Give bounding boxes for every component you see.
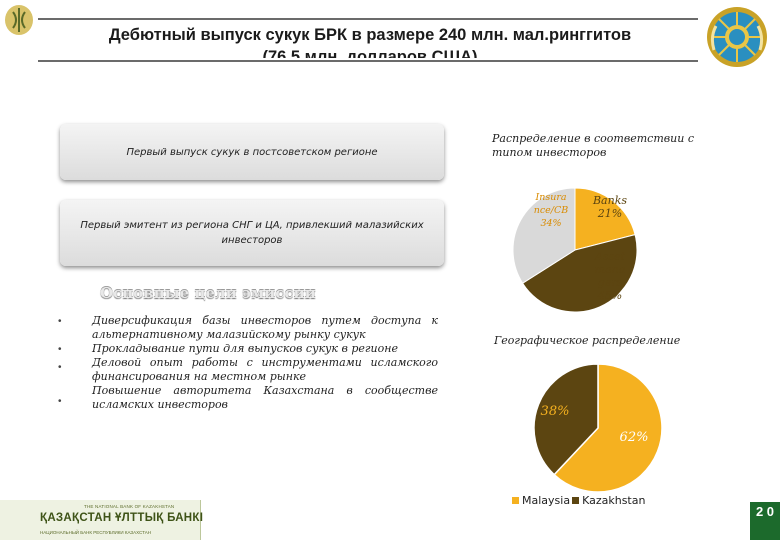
callout-first-issue: Первый выпуск сукук в постсоветском реги…	[60, 124, 444, 180]
pie-slice-asset-managers	[521, 233, 638, 313]
goal-item: Повышение авторитета Казахстана в сообще…	[92, 384, 438, 411]
callout-first-issuer-text: Первый эмитент из региона СНГ и ЦА, прив…	[80, 220, 424, 246]
pie-label-insurance-cb: nce/CB	[534, 205, 569, 216]
bank-name-russian: НАЦИОНАЛЬНЫЙ БАНК РЕСПУБЛИКИ КАЗАХСТАН	[40, 530, 151, 535]
legend-label-kazakhstan: Kazakhstan	[582, 494, 646, 507]
pie-slice-malaysia	[533, 363, 599, 476]
callout-first-issuer: Первый эмитент из региона СНГ и ЦА, прив…	[60, 200, 444, 266]
bullet-icon: •	[58, 362, 62, 373]
goals-heading: Основные цели эмиссии	[100, 284, 316, 302]
investor-chart-caption-line-1: Распределение в соответствии с	[492, 132, 694, 145]
wheat-emblem-icon	[5, 5, 33, 35]
investor-chart-caption: Распределение в соответствии с типом инв…	[492, 132, 694, 160]
pie-label-asset-managers: 45%	[597, 289, 622, 302]
pie-slice-banks	[574, 187, 636, 251]
national-bank-logo	[0, 500, 201, 540]
bullet-icon: •	[58, 316, 62, 327]
geo-chart-caption: Географическое распределение	[494, 334, 681, 347]
page-number: 2 0	[750, 502, 780, 540]
pie-slice-kazakhstan	[553, 363, 663, 492]
pie-label-banks: Banks	[592, 194, 627, 207]
pie-label-insurance-cb: 34%	[540, 218, 561, 229]
callout-first-issue-text: Первый выпуск сукук в постсоветском реги…	[126, 146, 378, 158]
investor-chart-caption-line-2: типом инвесторов	[492, 146, 607, 159]
title-line-2: (76,5 млн. долларов США)	[262, 48, 478, 58]
pie-label-kazakhstan: 62%	[620, 430, 649, 445]
title-bottom-rule	[38, 60, 698, 62]
bullet-icon: •	[58, 344, 62, 355]
goals-list: Диверсификация базы инвесторов путем дос…	[92, 314, 438, 412]
bank-name-kazakh: ҚАЗАҚСТАН ҰЛТТЫҚ БАНКІ	[40, 512, 204, 524]
bank-name-english: THE NATIONAL BANK OF KAZAKHSTAN	[84, 504, 175, 509]
legend-swatch-kazakhstan	[572, 497, 580, 504]
pie-label-asset-managers: gers	[598, 276, 623, 289]
goal-item: Прокладывание пути для выпусков сукук в …	[92, 342, 398, 355]
legend-swatch-malaysia	[512, 497, 519, 504]
title-line-1: Дебютный выпуск сукук БРК в размере 240 …	[108, 26, 632, 44]
pie-label-banks: 21%	[597, 207, 622, 220]
goal-item: Деловой опыт работы с инструментами исла…	[92, 356, 438, 383]
title-top-rule	[38, 18, 698, 20]
pie-label-malaysia: 38%	[541, 404, 570, 419]
bullet-icon: •	[58, 396, 62, 407]
geo-pie-chart: 38% 62%	[533, 363, 663, 492]
geo-chart-legend: Malaysia Kazakhstan	[512, 494, 645, 507]
slide-title: Дебютный выпуск сукук БРК в размере 240 …	[40, 24, 700, 58]
pie-label-asset-managers: Asset	[594, 250, 626, 263]
pie-slice-insurance-cb	[512, 187, 576, 284]
goal-item: Диверсификация базы инвесторов путем дос…	[92, 314, 438, 341]
legend-label-malaysia: Malaysia	[522, 494, 571, 507]
kazakhstan-emblem-icon	[707, 7, 767, 67]
pie-label-insurance-cb: Insura	[534, 192, 566, 203]
pie-label-asset-managers: mana	[595, 263, 626, 276]
